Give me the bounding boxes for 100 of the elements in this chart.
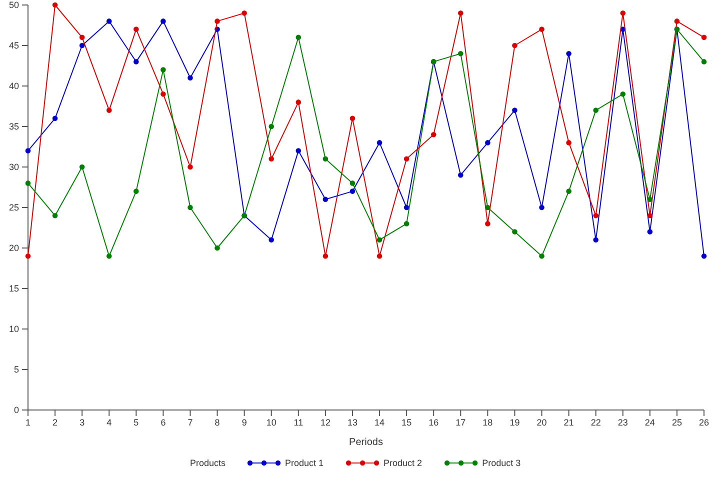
- point: [350, 180, 356, 186]
- x-tick-label: 23: [618, 417, 628, 428]
- point: [458, 172, 464, 178]
- x-tick-label: 2: [52, 417, 58, 428]
- point: [322, 253, 328, 259]
- point: [620, 10, 626, 16]
- point: [52, 2, 58, 8]
- point: [52, 212, 58, 218]
- x-tick-label: 11: [294, 417, 304, 428]
- y-tick-label: 35: [8, 121, 19, 132]
- x-tick-label: 9: [242, 417, 247, 428]
- point: [134, 26, 139, 32]
- x-tick-label: 18: [482, 417, 493, 428]
- point: [701, 59, 707, 64]
- point: [322, 156, 328, 162]
- point: [404, 156, 410, 162]
- point: [188, 164, 193, 170]
- point: [566, 188, 572, 194]
- point: [485, 140, 490, 146]
- x-tick-label: 7: [188, 417, 193, 428]
- y-tick-label: 40: [8, 80, 19, 91]
- x-tick-label: 6: [160, 417, 166, 428]
- x-tick-label: 25: [672, 417, 682, 428]
- point: [674, 18, 680, 24]
- point: [52, 116, 58, 122]
- point: [647, 196, 653, 202]
- point: [106, 18, 112, 24]
- point: [512, 42, 518, 48]
- point: [79, 42, 85, 48]
- x-tick-label: 20: [536, 417, 547, 428]
- point: [404, 204, 410, 210]
- point: [458, 10, 464, 16]
- point: [79, 164, 85, 170]
- point: [593, 212, 598, 218]
- point: [296, 100, 302, 105]
- point: [350, 116, 356, 122]
- x-tick-label: 22: [590, 417, 601, 428]
- point: [701, 34, 707, 40]
- point: [430, 132, 436, 138]
- point: [25, 148, 31, 154]
- y-tick-label: 15: [8, 283, 19, 294]
- x-tick-label: 21: [564, 417, 574, 428]
- point: [106, 108, 112, 113]
- point: [512, 108, 518, 113]
- point: [512, 229, 518, 234]
- x-tick-label: 5: [134, 417, 139, 428]
- x-tick-label: 10: [266, 417, 276, 428]
- point: [268, 156, 274, 162]
- x-tick-label: 15: [402, 417, 412, 428]
- point: [188, 75, 193, 81]
- x-tick-label: 17: [456, 417, 466, 428]
- legend-label: Product 2: [384, 458, 422, 468]
- point: [268, 237, 274, 243]
- point: [322, 196, 328, 202]
- y-tick-label: 10: [8, 324, 19, 334]
- point: [376, 253, 382, 259]
- point: [593, 108, 598, 113]
- x-tick-label: 13: [347, 417, 358, 428]
- point: [701, 253, 707, 259]
- point: [25, 253, 31, 259]
- x-axis-title: Periods: [349, 437, 383, 448]
- x-tick-label: 26: [698, 417, 710, 428]
- x-tick-label: 3: [80, 417, 85, 428]
- point: [647, 212, 653, 218]
- point: [25, 180, 31, 186]
- point: [160, 18, 166, 24]
- point: [214, 245, 220, 251]
- point: [106, 253, 112, 259]
- point: [485, 221, 490, 226]
- x-tick-label: 16: [428, 417, 439, 428]
- point: [539, 26, 544, 32]
- y-tick-label: 50: [8, 0, 19, 10]
- y-tick-label: 20: [8, 242, 19, 253]
- point: [647, 229, 653, 234]
- point: [593, 237, 598, 243]
- point: [296, 34, 302, 40]
- x-tick-label: 4: [106, 417, 112, 428]
- point: [485, 204, 490, 210]
- x-tick-label: 8: [214, 417, 220, 428]
- point: [160, 67, 166, 72]
- y-tick-label: 30: [8, 162, 19, 172]
- legend-label: Product 1: [285, 458, 324, 468]
- point: [134, 59, 139, 64]
- point: [296, 148, 302, 154]
- y-tick-label: 25: [8, 202, 19, 212]
- x-tick-label: 14: [374, 417, 385, 428]
- legend-title: Products: [190, 458, 226, 468]
- y-tick-label: 0: [14, 404, 19, 415]
- point: [539, 253, 544, 259]
- point: [268, 124, 274, 130]
- point: [620, 91, 626, 97]
- point: [79, 34, 85, 40]
- point: [566, 50, 572, 56]
- legend-label: Product 3: [482, 458, 521, 468]
- point: [566, 140, 572, 146]
- point: [214, 18, 220, 24]
- point: [376, 237, 382, 243]
- x-tick-label: 12: [320, 417, 330, 428]
- point: [160, 91, 166, 97]
- point: [458, 50, 464, 56]
